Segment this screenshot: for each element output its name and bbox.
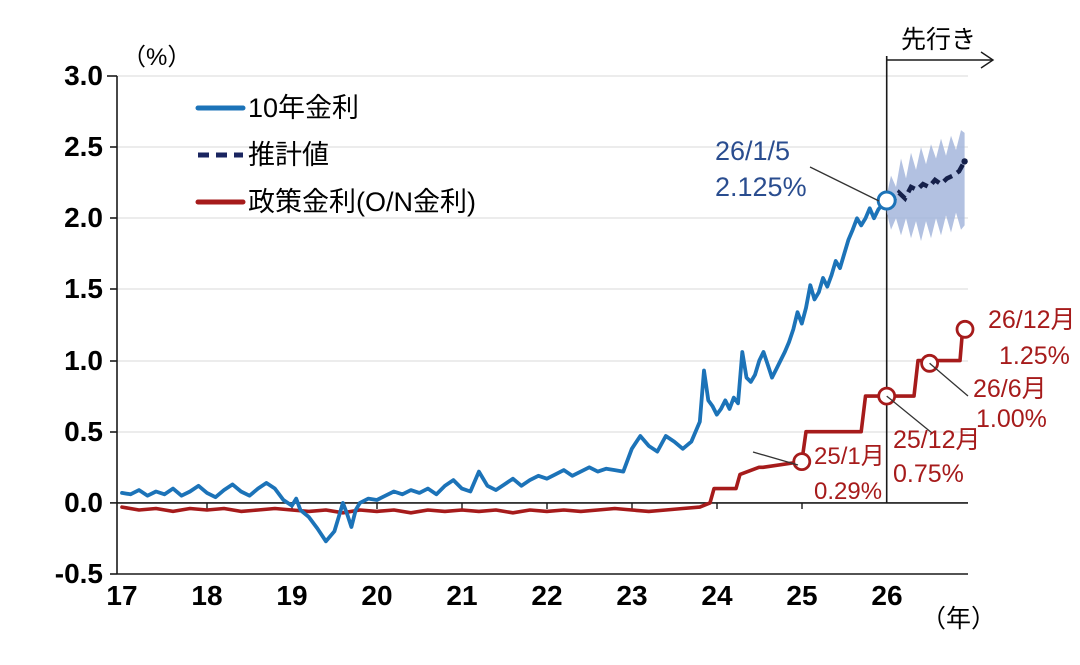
svg-text:1.00%: 1.00%	[976, 405, 1047, 433]
svg-text:推計値: 推計値	[248, 140, 329, 170]
svg-text:26/12月: 26/12月	[988, 306, 1076, 334]
svg-text:0.29%: 0.29%	[814, 478, 882, 505]
svg-text:-0.5: -0.5	[55, 558, 103, 589]
svg-text:2.125%: 2.125%	[715, 172, 807, 202]
svg-text:0.75%: 0.75%	[893, 460, 964, 488]
svg-text:1.25%: 1.25%	[999, 342, 1070, 370]
svg-text:26/6月: 26/6月	[973, 375, 1047, 403]
svg-text:20: 20	[361, 580, 392, 611]
svg-text:19: 19	[276, 580, 307, 611]
svg-text:17: 17	[106, 580, 137, 611]
svg-text:0.5: 0.5	[64, 416, 103, 447]
svg-text:22: 22	[531, 580, 562, 611]
svg-text:（%）: （%）	[122, 44, 191, 71]
svg-text:18: 18	[191, 580, 222, 611]
svg-text:21: 21	[446, 580, 477, 611]
svg-text:0.0: 0.0	[64, 487, 103, 518]
svg-text:先行き: 先行き	[901, 26, 976, 54]
svg-text:25/12月: 25/12月	[893, 426, 981, 454]
svg-text:政策金利(O/N金利): 政策金利(O/N金利)	[248, 187, 476, 217]
svg-text:1.5: 1.5	[64, 273, 103, 304]
svg-text:2.0: 2.0	[64, 202, 103, 233]
svg-text:26: 26	[871, 580, 902, 611]
svg-text:24: 24	[701, 580, 733, 611]
svg-text:23: 23	[616, 580, 647, 611]
svg-text:3.0: 3.0	[64, 60, 103, 91]
svg-text:2.5: 2.5	[64, 131, 103, 162]
svg-text:25: 25	[786, 580, 817, 611]
svg-text:（年）: （年）	[921, 605, 996, 633]
svg-text:10年金利: 10年金利	[248, 93, 359, 123]
svg-text:1.0: 1.0	[64, 345, 103, 376]
svg-text:26/1/5: 26/1/5	[715, 136, 790, 166]
svg-text:25/1月: 25/1月	[814, 443, 885, 470]
